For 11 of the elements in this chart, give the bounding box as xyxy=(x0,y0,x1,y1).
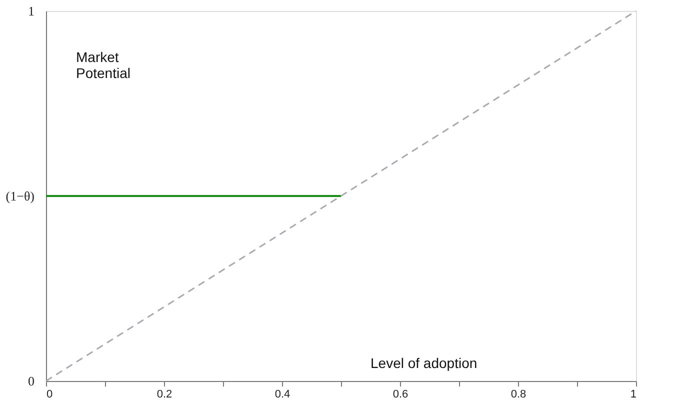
x-tick-label: 0 xyxy=(46,388,53,400)
y-tick-label: (1−θ) xyxy=(6,188,34,204)
y-axis-title: Market Potential xyxy=(76,49,130,81)
x-tick-label: 0.2 xyxy=(156,388,172,400)
x-tick-label: 0.4 xyxy=(274,388,290,400)
y-tick-label: 1 xyxy=(28,4,34,18)
x-tick-label: 0.8 xyxy=(510,388,526,400)
x-tick-label: 1 xyxy=(630,388,636,400)
x-tick-label: 0.6 xyxy=(392,388,408,400)
x-axis-title: Level of adoption xyxy=(370,355,478,371)
y-tick-label: 0 xyxy=(28,374,34,388)
